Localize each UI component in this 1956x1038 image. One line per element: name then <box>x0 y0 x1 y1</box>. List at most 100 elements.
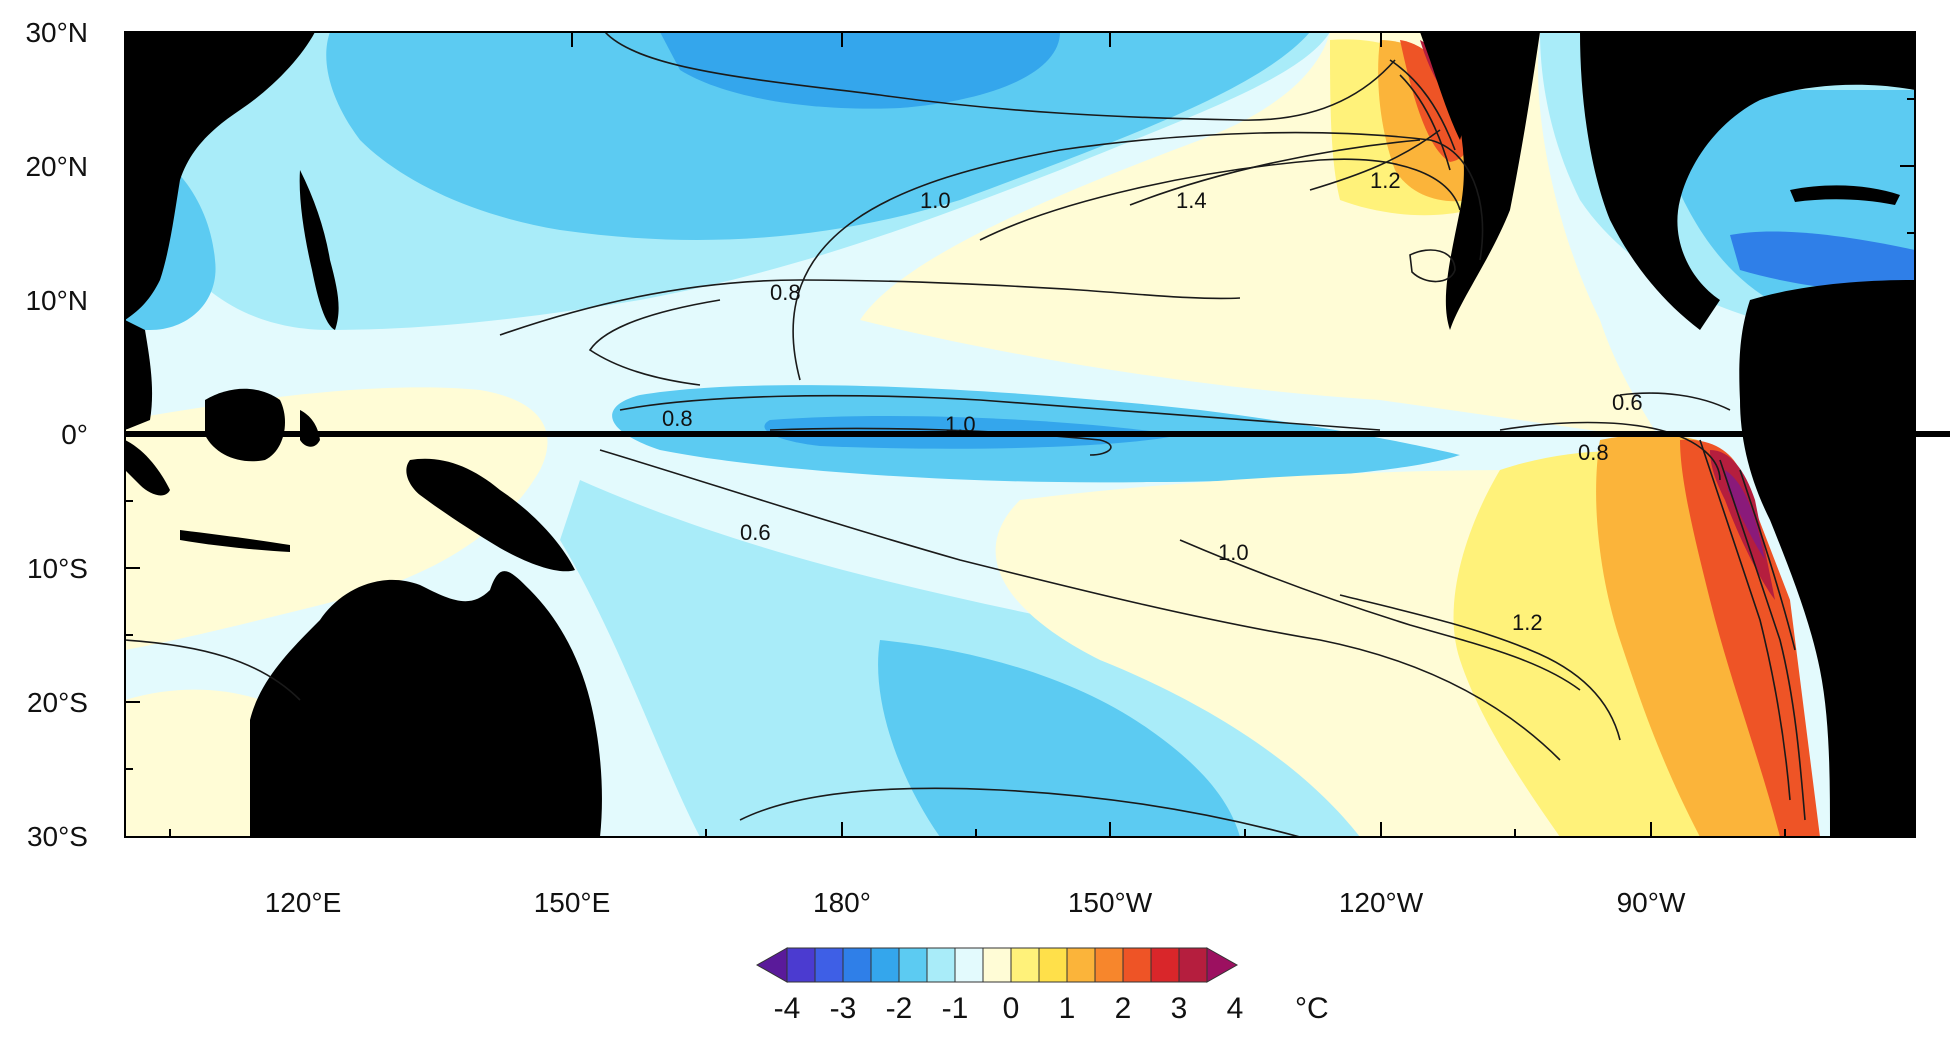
lat-label: 0° <box>61 419 88 450</box>
anomaly-region-baja-red <box>1400 40 1471 162</box>
colorbar-tick-label: 2 <box>1115 992 1132 1025</box>
contour-line <box>1739 469 1796 651</box>
contour-line <box>1399 74 1451 171</box>
lon-label: 150°E <box>534 887 611 918</box>
contour-label: 0.6 <box>740 520 771 545</box>
colorbar-swatch <box>898 947 928 983</box>
contour-label: 1.2 <box>1512 610 1543 635</box>
land-south-america <box>1739 280 1915 837</box>
land-sulawesi <box>300 410 320 447</box>
land-indochina-peninsula <box>125 320 153 430</box>
anomaly-region-north-blue <box>326 32 1310 240</box>
contour-line <box>1499 421 1721 481</box>
land-australia <box>250 571 602 837</box>
lat-label: 20°S <box>27 687 88 718</box>
land-new-guinea <box>406 458 575 572</box>
colorbar-tick-label: 0 <box>1003 992 1020 1025</box>
contour-line <box>1309 129 1441 191</box>
lat-label: 20°N <box>25 151 88 182</box>
colorbar-swatch <box>1010 947 1040 983</box>
colorbar-swatch <box>870 947 900 983</box>
anomaly-region-north-dark-blue <box>660 32 1060 109</box>
lat-label: 10°S <box>27 553 88 584</box>
anomaly-region-caribbean-dark-blue <box>1730 231 1915 292</box>
contour-line <box>125 639 301 701</box>
contour-label: 1.0 <box>1218 540 1249 565</box>
colorbar-swatch <box>786 947 816 983</box>
colorbar-tick-label: 3 <box>1171 992 1188 1025</box>
lon-label: 180° <box>813 887 871 918</box>
anomaly-region-peru-red <box>1680 439 1820 837</box>
contour-line <box>604 32 1396 121</box>
land-baja-california <box>1420 32 1465 140</box>
land-masses <box>125 32 1915 837</box>
contour-lines <box>125 32 1806 837</box>
contour-label: 0.8 <box>1578 440 1609 465</box>
land-cuba <box>1790 185 1900 205</box>
contour-label: 1.4 <box>1176 188 1207 213</box>
latitude-labels: 30°N 20°N 10°N 0° 10°S 20°S 30°S <box>25 17 88 852</box>
colorbar-tick-label: -2 <box>886 992 913 1025</box>
land-borneo <box>205 388 285 462</box>
colorbar <box>755 947 1239 983</box>
land-philippines <box>299 170 339 330</box>
contour-label: 1.2 <box>1370 168 1401 193</box>
contour-label: 0.6 <box>1612 390 1643 415</box>
contour-line <box>599 449 1561 761</box>
longitude-axis <box>169 32 1786 837</box>
lat-label: 30°N <box>25 17 88 48</box>
contour-line <box>792 131 1484 381</box>
contour-line <box>619 394 1381 431</box>
contour-label: 0.8 <box>662 406 693 431</box>
colorbar-tick-label: 4 <box>1227 992 1244 1025</box>
contour-line <box>1619 392 1731 411</box>
longitude-labels: 120°E 150°E 180° 150°W 120°W 90°W <box>265 887 1686 918</box>
colorbar-tick-labels: -4 -3 -2 -1 0 1 2 3 4 <box>774 992 1244 1025</box>
colorbar-tick-label: -1 <box>942 992 969 1025</box>
colorbar-tick-label: -3 <box>830 992 857 1025</box>
contour-line <box>1339 594 1621 741</box>
contour-label: 0.8 <box>770 280 801 305</box>
land-sumatra <box>125 440 170 496</box>
colorbar-arrow-high <box>1206 947 1239 983</box>
colorbar-unit: °C <box>1295 992 1329 1025</box>
colorbar-swatch <box>926 947 956 983</box>
land-asia <box>125 32 315 320</box>
colorbar-swatch <box>1094 947 1124 983</box>
colorbar-swatch <box>1038 947 1068 983</box>
colorbar-swatch <box>982 947 1012 983</box>
anomaly-region-south-blue <box>878 640 1240 837</box>
colorbar-tick-label: 1 <box>1059 992 1076 1025</box>
colorbar-tick-label: -4 <box>774 992 801 1025</box>
map-field: 1.4 1.2 1.0 0.8 0.8 1.0 0.6 0.8 0.6 1.0 … <box>125 32 1915 837</box>
contour-line <box>1389 59 1456 151</box>
latitude-axis <box>125 31 1915 838</box>
colorbar-swatch <box>1150 947 1180 983</box>
colorbar-swatch <box>1066 947 1096 983</box>
colorbar-swatch <box>1178 947 1208 983</box>
colorbar-swatch <box>842 947 872 983</box>
land-north-america <box>1440 32 1540 330</box>
lat-label: 10°N <box>25 285 88 316</box>
lon-label: 90°W <box>1617 887 1686 918</box>
contour-line <box>1409 249 1456 283</box>
contour-line <box>1719 459 1806 821</box>
lon-label: 150°W <box>1068 887 1153 918</box>
colorbar-swatch <box>1122 947 1152 983</box>
contour-line <box>1179 539 1581 691</box>
contour-line <box>588 299 721 386</box>
lon-label: 120°W <box>1339 887 1424 918</box>
land-mexico-central-america <box>1580 32 1915 330</box>
anomaly-region-peru-purple <box>1725 470 1765 560</box>
contour-line <box>1699 439 1791 801</box>
contour-labels: 1.4 1.2 1.0 0.8 0.8 1.0 0.6 0.8 0.6 1.0 … <box>662 168 1643 635</box>
colorbar-swatch <box>954 947 984 983</box>
colorbar-arrow-low <box>755 947 788 983</box>
contour-line <box>1129 139 1421 206</box>
contour-line <box>739 787 1301 837</box>
land-java <box>180 530 290 552</box>
contour-label: 1.0 <box>920 188 951 213</box>
lon-label: 120°E <box>265 887 342 918</box>
